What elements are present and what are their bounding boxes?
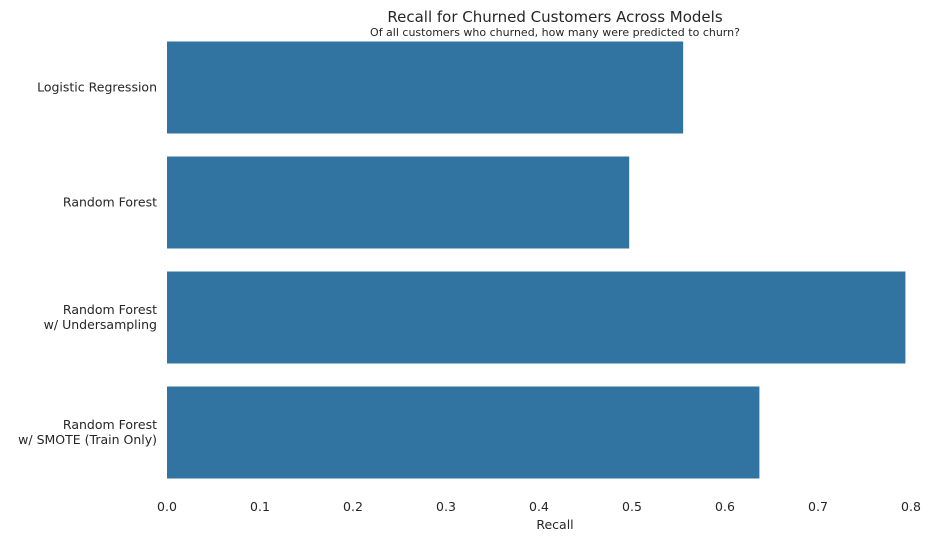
x-axis-label: Recall bbox=[536, 517, 573, 532]
x-tick-label: 0.0 bbox=[157, 499, 177, 514]
x-tick-labels: 0.0 0.1 0.2 0.3 0.4 0.5 0.6 0.7 0.8 bbox=[157, 499, 921, 514]
bar bbox=[167, 156, 630, 249]
bars-group bbox=[167, 41, 906, 479]
y-tick-label: Random Forest w/ Undersampling bbox=[44, 302, 157, 332]
x-tick-label: 0.1 bbox=[250, 499, 270, 514]
bar bbox=[167, 41, 684, 134]
x-tick-label: 0.2 bbox=[343, 499, 363, 514]
x-tick-label: 0.7 bbox=[808, 499, 828, 514]
chart-subtitle: Of all customers who churned, how many w… bbox=[370, 26, 740, 39]
y-tick-label: Random Forest w/ SMOTE (Train Only) bbox=[18, 417, 157, 447]
y-tick-label: Random Forest bbox=[63, 195, 157, 210]
x-tick-label: 0.6 bbox=[715, 499, 735, 514]
x-tick-label: 0.5 bbox=[622, 499, 642, 514]
y-tick-label: Logistic Regression bbox=[37, 80, 157, 95]
bar bbox=[167, 271, 906, 364]
x-tick-label: 0.4 bbox=[529, 499, 549, 514]
y-tick-labels: Logistic Regression Random Forest Random F… bbox=[18, 80, 157, 448]
bar bbox=[167, 386, 760, 479]
x-tick-label: 0.3 bbox=[436, 499, 456, 514]
chart-title: Recall for Churned Customers Across Mode… bbox=[387, 8, 722, 26]
x-tick-label: 0.8 bbox=[901, 499, 921, 514]
